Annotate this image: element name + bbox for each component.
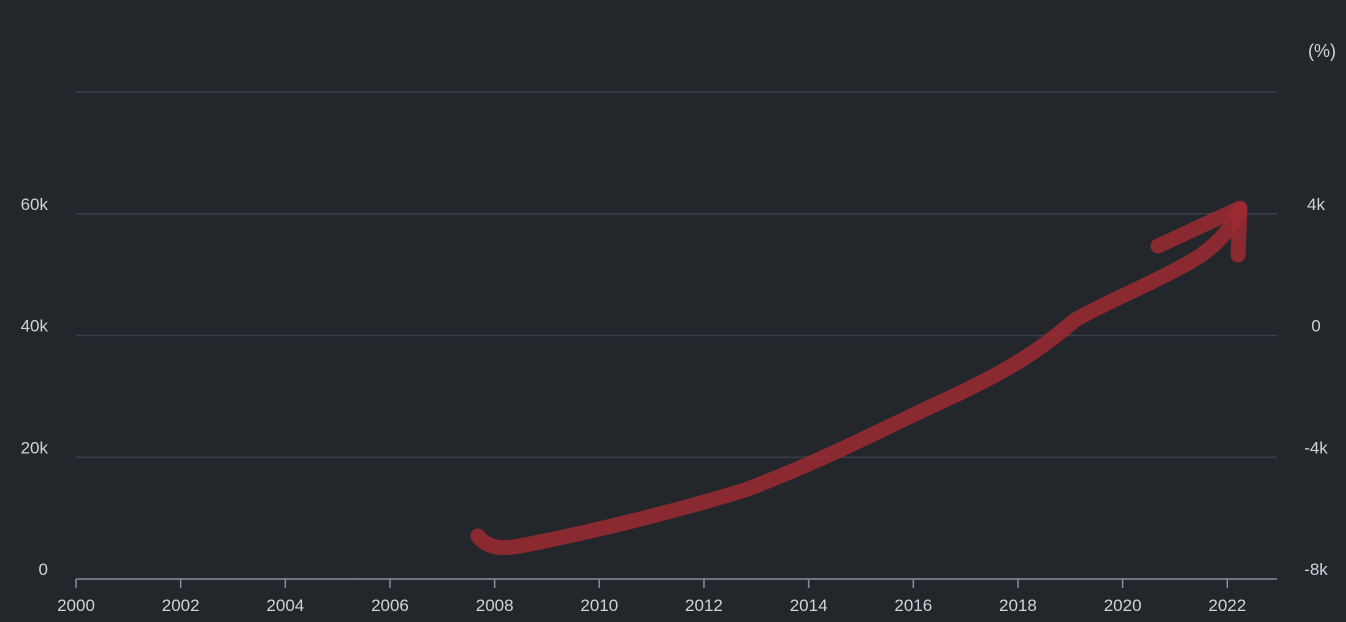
x-tick-label: 2006 <box>371 596 409 615</box>
x-tick-label: 2008 <box>476 596 514 615</box>
x-tick-label: 2000 <box>57 596 95 615</box>
x-tick-label: 2022 <box>1208 596 1246 615</box>
x-tick-label: 2012 <box>685 596 723 615</box>
x-tick-label: 2018 <box>999 596 1037 615</box>
y-left-tick-label: 40k <box>21 317 49 336</box>
x-tick-label: 2014 <box>790 596 828 615</box>
y-right-tick-label: -4k <box>1304 438 1328 457</box>
y-left-tick-label: 0 <box>39 560 48 579</box>
annotation-arrow-stroke <box>470 202 1248 555</box>
y-left-tick-label: 60k <box>21 195 49 214</box>
annotation-arrow-head <box>1150 200 1248 263</box>
gridlines <box>76 91 1277 458</box>
y-right-tick-label: 4k <box>1307 195 1325 214</box>
x-tick-label: 2020 <box>1104 596 1142 615</box>
axes: 2000 2002 2004 2006 2008 2010 2012 2014 2016 2018… <box>21 195 1329 615</box>
x-tick-label: 2002 <box>162 596 200 615</box>
y-left-tick-label: 20k <box>21 438 49 457</box>
x-tick-label: 2016 <box>894 596 932 615</box>
x-tick-label: 2010 <box>580 596 618 615</box>
hand-drawn-arrow <box>470 200 1248 555</box>
right-axis-unit: (%) <box>1308 41 1336 61</box>
y-right-tick-label: 0 <box>1311 317 1320 336</box>
x-tick-label: 2004 <box>266 596 304 615</box>
y-right-tick-label: -8k <box>1304 560 1328 579</box>
